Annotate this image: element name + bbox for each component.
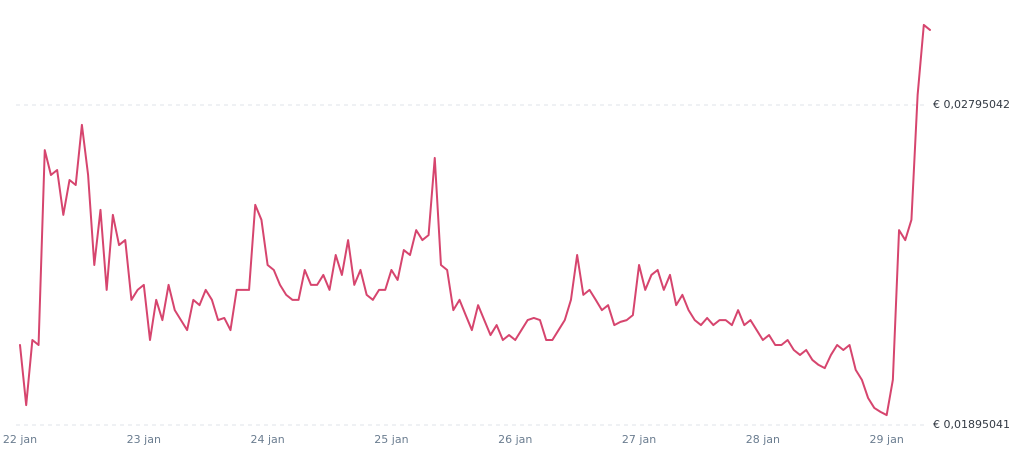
price-line [19,23,931,417]
x-tick-label: 23 jan [127,433,161,446]
y-tick-label: € 0,01895041 [933,418,1010,431]
x-tick-label: 27 jan [622,433,656,446]
y-tick-label: € 0,02795042 [933,98,1010,111]
x-tick-label: 22 jan [3,433,37,446]
x-tick-label: 25 jan [374,433,408,446]
x-tick-label: 28 jan [746,433,780,446]
x-tick-label: 24 jan [250,433,284,446]
x-tick-label: 26 jan [498,433,532,446]
x-tick-label: 29 jan [870,433,904,446]
